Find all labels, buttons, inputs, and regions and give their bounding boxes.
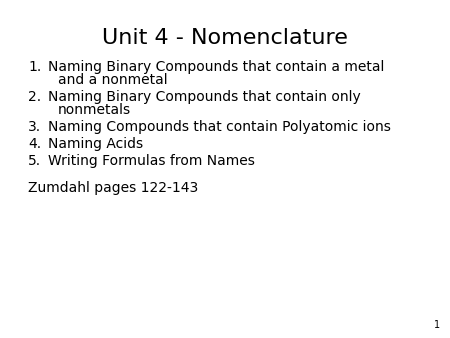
Text: 3.: 3. xyxy=(28,120,41,134)
Text: 4.: 4. xyxy=(28,137,41,151)
Text: Naming Binary Compounds that contain a metal: Naming Binary Compounds that contain a m… xyxy=(48,60,384,74)
Text: 2.: 2. xyxy=(28,90,41,104)
Text: nonmetals: nonmetals xyxy=(58,103,131,117)
Text: Naming Compounds that contain Polyatomic ions: Naming Compounds that contain Polyatomic… xyxy=(48,120,391,134)
Text: Zumdahl pages 122-143: Zumdahl pages 122-143 xyxy=(28,181,198,195)
Text: 1: 1 xyxy=(434,320,440,330)
Text: Naming Acids: Naming Acids xyxy=(48,137,143,151)
Text: and a nonmetal: and a nonmetal xyxy=(58,73,167,87)
Text: Writing Formulas from Names: Writing Formulas from Names xyxy=(48,154,255,168)
Text: Unit 4 - Nomenclature: Unit 4 - Nomenclature xyxy=(102,28,348,48)
Text: Naming Binary Compounds that contain only: Naming Binary Compounds that contain onl… xyxy=(48,90,361,104)
Text: 1.: 1. xyxy=(28,60,41,74)
Text: 5.: 5. xyxy=(28,154,41,168)
